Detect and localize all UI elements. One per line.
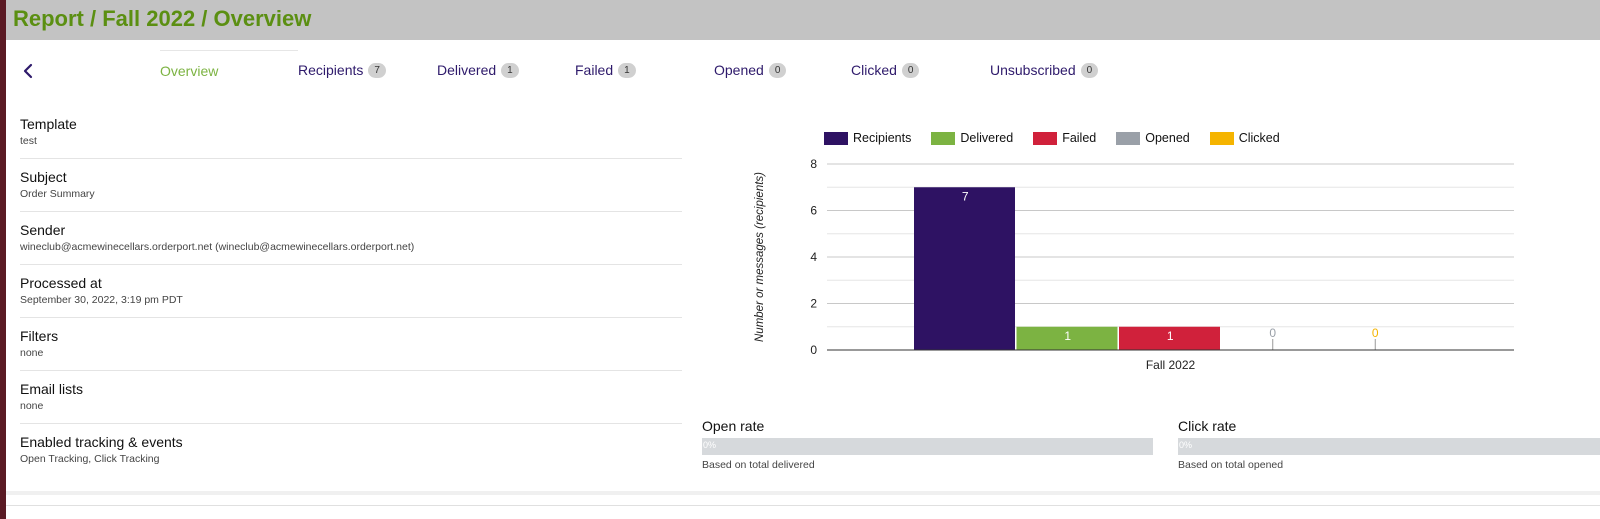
- count-badge: 7: [368, 62, 386, 78]
- rate-note: Based on total delivered: [702, 459, 815, 471]
- click-rate: Click rate 0% Based on total opened: [1178, 418, 1600, 471]
- legend-label: Opened: [1145, 131, 1190, 145]
- tab-label: Failed: [575, 62, 614, 78]
- legend-item-failed[interactable]: Failed: [1033, 130, 1096, 146]
- divider: [6, 491, 1600, 495]
- tab-failed[interactable]: Failed 1: [575, 50, 636, 90]
- legend-item-recipients[interactable]: Recipients: [824, 130, 911, 146]
- progress-label: 0%: [703, 440, 717, 450]
- detail-value: none: [20, 400, 44, 412]
- legend-swatch: [931, 131, 956, 145]
- tab-delivered[interactable]: Delivered 1: [437, 50, 519, 90]
- legend-label: Clicked: [1238, 131, 1280, 145]
- count-badge: 1: [501, 62, 519, 78]
- rate-title: Click rate: [1178, 418, 1237, 434]
- legend-label: Recipients: [853, 131, 912, 145]
- chart-legend: Recipients Delivered Failed Opened Click…: [824, 130, 1300, 146]
- count-badge: 0: [768, 62, 787, 78]
- legend-item-delivered[interactable]: Delivered: [931, 130, 1013, 146]
- detail-value: wineclub@acmewinecellars.orderport.net (…: [20, 241, 415, 253]
- y-tick-label: 6: [810, 204, 817, 218]
- report-details: Template test Subject Order Summary Send…: [20, 106, 682, 476]
- y-tick-label: 2: [810, 297, 817, 311]
- detail-label: Processed at: [20, 275, 102, 291]
- detail-value: test: [20, 135, 37, 147]
- open-rate-progress-bar: 0%: [702, 438, 1153, 455]
- detail-value: Open Tracking, Click Tracking: [20, 453, 160, 465]
- tab-label: Recipients: [298, 62, 364, 78]
- count-badge: 0: [1080, 62, 1099, 78]
- detail-value: September 30, 2022, 3:19 pm PDT: [20, 294, 183, 306]
- bar-failed: [1119, 326, 1220, 350]
- detail-label: Email lists: [20, 381, 84, 397]
- rate-note: Based on total opened: [1178, 459, 1284, 471]
- legend-swatch: [1033, 131, 1058, 145]
- divider: [6, 505, 1600, 506]
- detail-label: Template: [20, 116, 77, 132]
- chevron-left-icon: [23, 63, 33, 79]
- tab-clicked[interactable]: Clicked 0: [851, 50, 920, 90]
- x-category-label: Fall 2022: [1146, 358, 1196, 372]
- legend-swatch: [1209, 131, 1234, 145]
- report-window: Report / Fall 2022 / Overview Overview R…: [6, 0, 1600, 519]
- detail-value: none: [20, 347, 44, 359]
- open-rate: Open rate 0% Based on total delivered: [702, 418, 1153, 471]
- detail-subject: Subject Order Summary: [20, 159, 682, 212]
- legend-item-clicked[interactable]: Clicked: [1209, 130, 1280, 146]
- detail-label: Enabled tracking & events: [20, 434, 183, 450]
- y-tick-label: 8: [810, 157, 817, 171]
- bar-chart: 0 2 4 6 8 Number or messages (recipients) 7 1 1 0…: [754, 157, 1514, 372]
- bar-data-label: 0: [1372, 326, 1379, 340]
- y-axis-label: Number or messages (recipients): [754, 172, 766, 342]
- tab-label: Unsubscribed: [990, 62, 1076, 78]
- tab-label: Opened: [714, 62, 764, 78]
- legend-label: Delivered: [960, 131, 1014, 145]
- detail-processed-at: Processed at September 30, 2022, 3:19 pm…: [20, 265, 682, 318]
- y-tick-label: 0: [810, 343, 817, 357]
- tab-label: Clicked: [851, 62, 897, 78]
- tab-bar: Overview Recipients 7 Delivered 1 Failed…: [6, 50, 1600, 90]
- detail-email-lists: Email lists none: [20, 371, 682, 424]
- detail-label: Filters: [20, 328, 59, 344]
- progress-label: 0%: [1179, 440, 1193, 450]
- count-badge: 0: [901, 62, 920, 78]
- legend-swatch: [824, 131, 848, 145]
- tab-overview[interactable]: Overview: [160, 50, 298, 91]
- bar-data-label: 1: [1167, 329, 1174, 343]
- count-badge: 1: [618, 62, 636, 78]
- detail-label: Sender: [20, 222, 66, 238]
- bar-recipients: [914, 187, 1015, 350]
- bar-delivered: [1016, 326, 1118, 350]
- y-tick-label: 4: [810, 250, 817, 264]
- page-title: Report / Fall 2022 / Overview: [13, 6, 312, 31]
- bar-data-label: 0: [1269, 326, 1276, 340]
- bar-data-label: 7: [962, 189, 969, 203]
- tab-label: Overview: [160, 63, 219, 79]
- back-button[interactable]: [20, 62, 36, 80]
- detail-sender: Sender wineclub@acmewinecellars.orderpor…: [20, 212, 682, 265]
- page-header: Report / Fall 2022 / Overview: [6, 0, 1600, 40]
- legend-label: Failed: [1062, 131, 1097, 145]
- detail-tracking: Enabled tracking & events Open Tracking,…: [20, 424, 682, 476]
- detail-template: Template test: [20, 106, 682, 159]
- click-rate-progress-bar: 0%: [1178, 438, 1600, 455]
- tab-recipients[interactable]: Recipients 7: [298, 50, 386, 90]
- legend-item-opened[interactable]: Opened: [1116, 130, 1190, 146]
- detail-label: Subject: [20, 169, 67, 185]
- legend-swatch: [1116, 131, 1141, 145]
- detail-filters: Filters none: [20, 318, 682, 371]
- tab-opened[interactable]: Opened 0: [714, 50, 787, 90]
- rate-title: Open rate: [702, 418, 765, 434]
- tab-label: Delivered: [437, 62, 497, 78]
- bar-data-label: 1: [1064, 329, 1071, 343]
- tab-unsubscribed[interactable]: Unsubscribed 0: [990, 50, 1099, 90]
- detail-value: Order Summary: [20, 188, 95, 200]
